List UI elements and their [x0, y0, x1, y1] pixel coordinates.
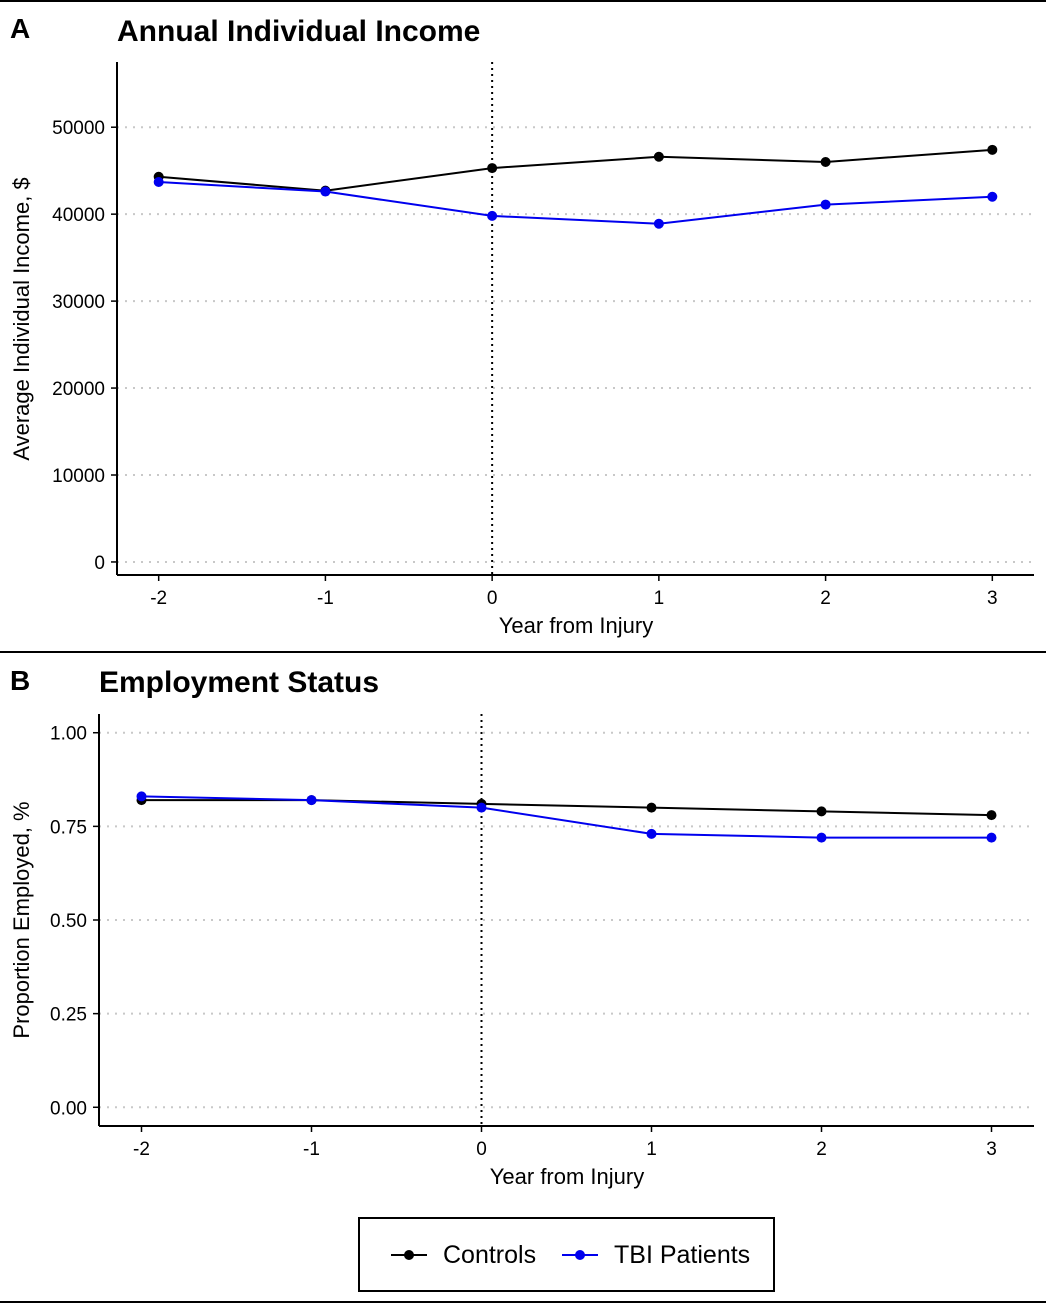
data-point-tbi-patients-b: [986, 832, 997, 843]
x-axis-label-a: Year from Injury: [499, 613, 653, 638]
y-tick-label-a: 10000: [52, 466, 105, 487]
y-tick-label-b: 0.50: [50, 911, 87, 932]
series-line-controls-a: [158, 148, 993, 192]
data-point-controls-a: [987, 144, 998, 155]
legend-label-controls: Controls: [443, 1241, 536, 1269]
y-tick-label-a: 30000: [52, 292, 105, 313]
y-tick-label-a: 50000: [52, 118, 105, 139]
legend: Controls TBI Patients: [358, 1217, 775, 1292]
series-line-tbi-patients-a: [158, 180, 993, 225]
y-tick-label-a: 0: [94, 553, 105, 574]
legend-label-tbi: TBI Patients: [614, 1241, 750, 1269]
x-axis-label-b: Year from Injury: [490, 1164, 644, 1189]
series-b: [136, 791, 997, 843]
data-point-tbi-patients-b: [136, 791, 147, 802]
y-tick-label-b: 0.25: [50, 1005, 87, 1026]
legend-marker-controls: [404, 1250, 414, 1260]
data-point-tbi-patients-b: [306, 795, 317, 806]
grid-b: [99, 731, 1034, 1109]
x-tick-label-b: -1: [303, 1139, 320, 1160]
y-tick-label-b: 1.00: [50, 724, 87, 745]
x-tick-label-a: 2: [820, 588, 831, 609]
axes-b: [98, 714, 1034, 1127]
y-axis-label-a: Average Individual Income, $: [9, 177, 34, 460]
grid-a: [117, 126, 1034, 563]
panel-a: A Annual Individual Income 0100002000030…: [9, 13, 1034, 638]
legend-marker-tbi: [575, 1250, 585, 1260]
y-ticks-b: 0.00 0.25 0.50 0.75 1.00: [50, 724, 99, 1119]
data-point-tbi-patients-a: [487, 210, 498, 221]
data-point-tbi-patients-a: [820, 199, 831, 210]
x-tick-label-a: 1: [654, 588, 665, 609]
x-tick-label-b: 2: [816, 1139, 827, 1160]
panel-label-a: A: [10, 13, 30, 44]
data-point-tbi-patients-a: [987, 191, 998, 202]
x-tick-label-b: 0: [476, 1139, 487, 1160]
chart-title-b: Employment Status: [99, 666, 379, 699]
panel-b: B Employment Status 0.00 0.25 0.50 0.75 1.00…: [9, 665, 1034, 1189]
data-point-tbi-patients-b: [646, 828, 657, 839]
x-tick-label-a: -2: [150, 588, 167, 609]
y-ticks-a: 0 10000 20000 30000 40000 50000: [52, 118, 117, 574]
y-tick-label-b: 0.75: [50, 817, 87, 838]
series-line-controls-b: [141, 799, 992, 817]
y-axis-label-b: Proportion Employed, %: [9, 801, 34, 1038]
x-tick-label-a: 3: [987, 588, 998, 609]
y-tick-label-a: 20000: [52, 379, 105, 400]
data-point-tbi-patients-a: [320, 186, 331, 197]
x-tick-label-b: -2: [133, 1139, 150, 1160]
chart-title-a: Annual Individual Income: [117, 15, 480, 48]
x-tick-label-a: -1: [317, 588, 334, 609]
axes-a: [116, 62, 1034, 576]
x-ticks-a: -2 -1 0 1 2 3: [150, 575, 998, 609]
data-point-controls-a: [820, 156, 831, 167]
data-point-tbi-patients-a: [653, 218, 664, 229]
x-tick-label-b: 3: [986, 1139, 997, 1160]
y-tick-label-a: 40000: [52, 205, 105, 226]
data-point-tbi-patients-a: [153, 176, 164, 187]
data-point-controls-b: [646, 802, 657, 813]
data-point-controls-a: [653, 151, 664, 162]
data-point-controls-a: [487, 163, 498, 174]
y-tick-label-b: 0.00: [50, 1098, 87, 1119]
data-point-controls-b: [816, 806, 827, 817]
panel-label-b: B: [10, 665, 30, 696]
x-ticks-b: -2 -1 0 1 2 3: [133, 1126, 997, 1160]
data-point-tbi-patients-b: [476, 802, 487, 813]
data-point-tbi-patients-b: [816, 832, 827, 843]
series-a: [153, 144, 998, 229]
series-line-tbi-patients-b: [141, 795, 992, 839]
data-point-controls-b: [986, 810, 997, 821]
x-tick-label-a: 0: [487, 588, 498, 609]
x-tick-label-b: 1: [646, 1139, 657, 1160]
